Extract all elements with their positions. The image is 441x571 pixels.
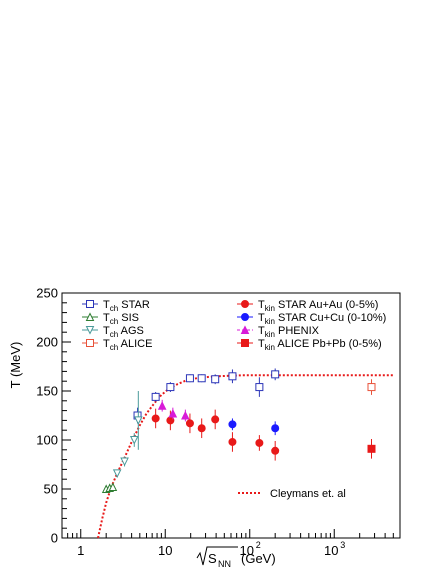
data-point (157, 401, 167, 410)
data-point (228, 437, 237, 446)
legend-label: Tkin STAR Cu+Cu (0-10%) (258, 312, 386, 326)
legend-marker (240, 325, 250, 334)
legend-marker (85, 326, 95, 335)
data-point (120, 457, 129, 467)
legend-label: Tch SIS (103, 312, 139, 326)
model-curve (97, 374, 394, 539)
y-tick-label: 200 (36, 335, 58, 350)
data-point (271, 370, 280, 379)
x-axis-label-sub: NN (218, 559, 231, 569)
x-axis-label-root: S (208, 551, 217, 566)
data-point (228, 372, 237, 381)
legend-marker (86, 339, 94, 347)
data-point (197, 424, 206, 433)
data-point (255, 438, 264, 447)
x-axis-label-unit: (GeV) (241, 551, 276, 566)
x-tick-exponent: 2 (256, 540, 261, 550)
data-point (197, 374, 206, 383)
legend-label: Tkin STAR Au+Au (0-5%) (258, 299, 378, 313)
data-point (271, 446, 280, 455)
y-tick-label: 250 (36, 286, 58, 301)
legend-marker (241, 313, 249, 321)
legend-label: Tch ALICE (103, 338, 152, 352)
y-tick-label: 100 (36, 433, 58, 448)
legend-marker (85, 312, 95, 321)
data-point (166, 383, 175, 392)
y-tick-label: 150 (36, 384, 58, 399)
data-point (181, 410, 190, 420)
data-point (112, 469, 122, 478)
legend-label: Tkin ALICE Pb+Pb (0-5%) (258, 338, 382, 352)
x-tick-label: 10 (158, 543, 172, 558)
x-tick-label: 10 (324, 543, 338, 558)
legend-marker (86, 300, 94, 308)
curve-legend-label: Cleymans et. al (270, 488, 346, 500)
legend-marker (241, 300, 249, 308)
data-point (185, 374, 194, 383)
legend-label: Tch AGS (103, 325, 144, 339)
data-point (211, 375, 220, 384)
x-tick-label: 10 (240, 543, 254, 558)
x-tick-label: 1 (77, 543, 84, 558)
x-axis-label-radical (196, 546, 238, 566)
data-point (151, 392, 160, 401)
x-tick-exponent: 3 (340, 540, 345, 550)
data-point (367, 383, 376, 392)
legend-marker (241, 339, 249, 347)
data-point (108, 482, 118, 492)
data-point (134, 416, 143, 426)
data-point (367, 444, 376, 453)
data-point (168, 408, 178, 418)
y-tick-label: 50 (44, 482, 58, 497)
y-tick-label: 0 (51, 531, 58, 546)
data-points (101, 368, 376, 493)
data-point (211, 415, 220, 424)
y-axis-label: T (MeV) (8, 342, 23, 389)
data-point (129, 436, 139, 445)
data-point (255, 383, 264, 392)
legend-label: Tkin PHENIX (258, 325, 320, 339)
data-point (151, 414, 160, 423)
legend-label: Tch STAR (103, 299, 150, 313)
data-point (271, 424, 280, 433)
cleymans-curve-line (97, 374, 394, 539)
curve-legend: Cleymans et. al (238, 488, 346, 500)
data-point (228, 420, 237, 429)
data-point (185, 419, 194, 428)
x-axis-label: S NN (GeV) (196, 546, 276, 569)
